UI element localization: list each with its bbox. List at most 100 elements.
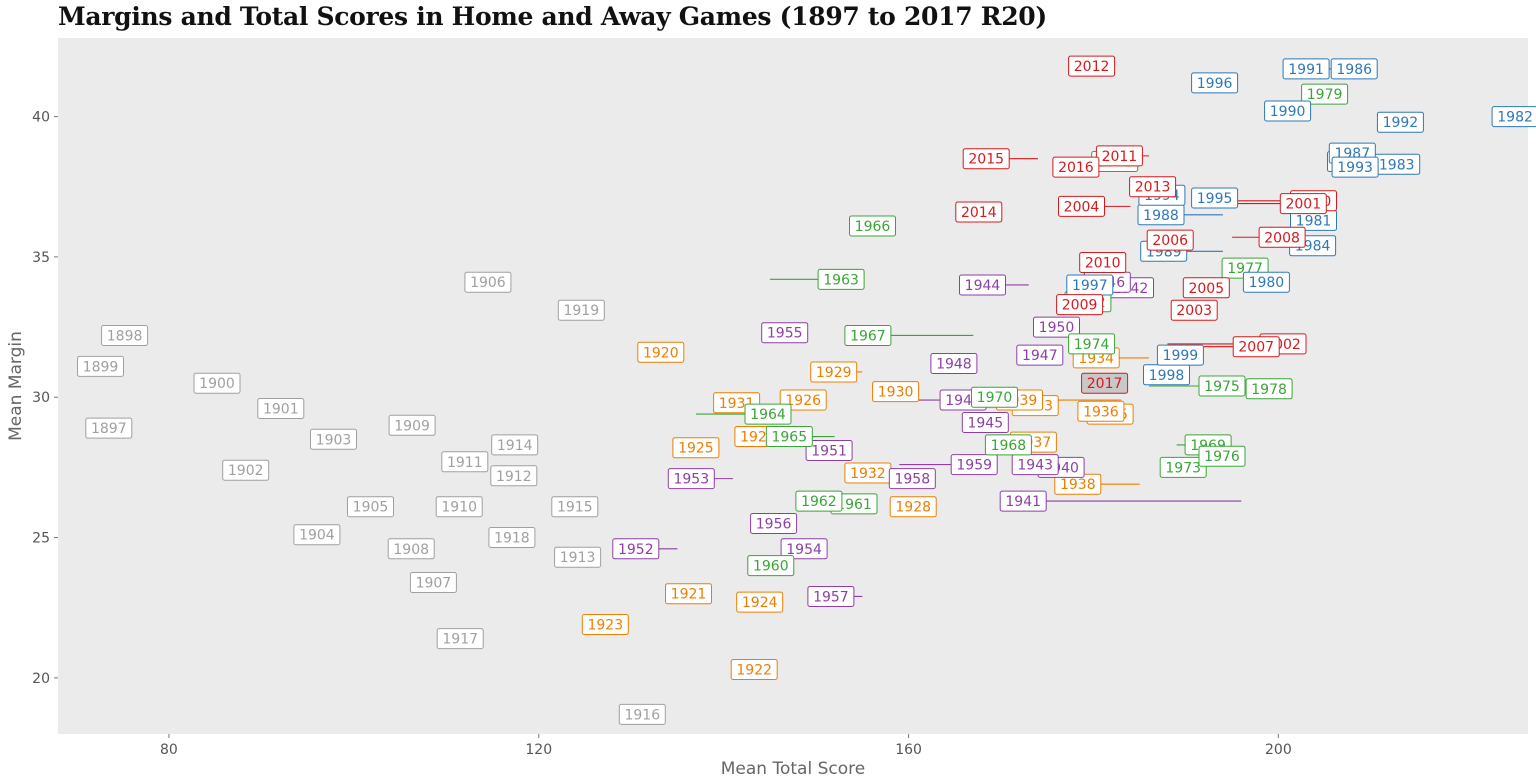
point-label-1907: 1907 <box>409 572 457 593</box>
label-box <box>780 538 828 560</box>
point-label-2003: 2003 <box>1170 299 1218 321</box>
y-tick-label: 40 <box>32 110 50 126</box>
point-labels: 1897 1898 1899 1900 1901 1902 1903 1904 1905 1906… <box>77 55 1536 725</box>
point-label-1967: 1967 <box>844 325 892 346</box>
label-text: 1948 <box>936 357 972 373</box>
label-box <box>872 381 920 403</box>
label-text: 1912 <box>496 469 532 485</box>
label-box <box>1331 156 1379 178</box>
label-box <box>618 703 666 725</box>
label-text: 2008 <box>1264 230 1300 246</box>
label-box <box>1068 333 1116 355</box>
point-label-1913: 1913 <box>554 546 602 568</box>
point-label-2001: 2001 <box>1279 193 1327 215</box>
label-text: 1914 <box>497 438 533 454</box>
point-label-1941: 1941 <box>999 490 1047 512</box>
label-box <box>612 538 660 560</box>
point-label-1990: 1990 <box>1264 100 1312 122</box>
label-box <box>464 271 512 293</box>
point-label-1925: 1925 <box>672 437 720 459</box>
label-box <box>930 353 978 374</box>
point-label-1929: 1929 <box>810 361 858 383</box>
point-label-2006: 2006 <box>1146 229 1194 251</box>
label-box <box>488 527 536 548</box>
label-box <box>950 454 998 476</box>
label-text: 2001 <box>1285 197 1321 213</box>
point-label-1923: 1923 <box>581 614 629 635</box>
label-text: 1920 <box>643 345 679 361</box>
point-label-1922: 1922 <box>730 659 778 680</box>
label-text: 1993 <box>1337 160 1373 176</box>
label-text: 1899 <box>83 359 119 375</box>
label-box <box>807 586 855 607</box>
x-tick-label: 80 <box>160 742 178 758</box>
point-label-2007: 2007 <box>1232 336 1280 358</box>
label-box <box>347 496 394 518</box>
point-label-2017: 2017 <box>1081 372 1129 394</box>
point-label-1982: 1982 <box>1491 106 1536 128</box>
point-label-1993: 1993 <box>1331 156 1379 178</box>
label-box <box>293 524 341 546</box>
label-text: 1957 <box>813 590 849 606</box>
point-label-1957: 1957 <box>807 586 855 607</box>
label-box <box>889 496 937 518</box>
label-text: 1986 <box>1336 62 1372 78</box>
label-text: 1922 <box>736 663 772 679</box>
point-label-1968: 1968 <box>984 434 1032 456</box>
label-box <box>984 434 1032 456</box>
label-text: 1907 <box>416 576 452 592</box>
label-text: 1909 <box>394 418 430 434</box>
label-box <box>1011 454 1059 476</box>
label-box <box>744 403 792 425</box>
label-text: 1954 <box>786 542 822 558</box>
point-label-1952: 1952 <box>612 538 660 560</box>
label-text: 1901 <box>263 402 299 418</box>
label-text: 2006 <box>1152 233 1188 249</box>
label-text: 2009 <box>1062 298 1098 314</box>
label-text: 2005 <box>1188 281 1224 297</box>
point-label-1965: 1965 <box>765 426 813 447</box>
point-label-2005: 2005 <box>1182 277 1230 299</box>
point-label-1899: 1899 <box>77 355 124 377</box>
label-text: 1936 <box>1083 404 1119 420</box>
label-text: 1908 <box>393 542 429 558</box>
point-label-1909: 1909 <box>388 414 436 436</box>
label-text: 1980 <box>1249 275 1285 291</box>
label-box <box>849 215 896 237</box>
label-text: 2014 <box>961 205 997 221</box>
label-box <box>1282 58 1330 80</box>
label-box <box>581 614 629 635</box>
label-box <box>1156 344 1204 366</box>
point-label-1945: 1945 <box>961 412 1009 433</box>
label-box <box>193 372 241 394</box>
label-text: 1991 <box>1288 62 1324 78</box>
axes: 80 120 160 200 20 25 30 35 40 <box>32 110 1292 758</box>
point-label-1912: 1912 <box>490 465 538 487</box>
point-label-1914: 1914 <box>491 434 539 456</box>
point-label-1961: 1961 <box>830 493 878 515</box>
label-box <box>85 417 133 439</box>
chart-title: Margins and Total Scores in Home and Awa… <box>58 2 1047 31</box>
label-text: 1952 <box>618 542 654 558</box>
label-text: 1951 <box>811 444 847 460</box>
label-text: 1960 <box>753 559 789 575</box>
label-text: 1979 <box>1307 87 1343 103</box>
x-tick-label: 160 <box>895 742 922 758</box>
label-text: 1995 <box>1197 191 1233 207</box>
label-text: 1924 <box>742 595 778 611</box>
point-label-1951: 1951 <box>805 440 853 461</box>
label-box <box>557 299 605 321</box>
label-box <box>77 355 124 377</box>
label-box <box>1198 445 1246 467</box>
label-text: 1913 <box>560 550 596 566</box>
point-label-1955: 1955 <box>761 322 809 344</box>
point-label-1986: 1986 <box>1330 58 1378 80</box>
label-box <box>1016 344 1064 366</box>
label-text: 2017 <box>1087 376 1123 392</box>
label-text: 1950 <box>1039 320 1075 336</box>
label-box <box>810 361 858 383</box>
label-text: 1897 <box>91 421 127 437</box>
label-box <box>222 459 270 481</box>
point-label-1936: 1936 <box>1077 400 1125 422</box>
label-box <box>747 555 795 577</box>
